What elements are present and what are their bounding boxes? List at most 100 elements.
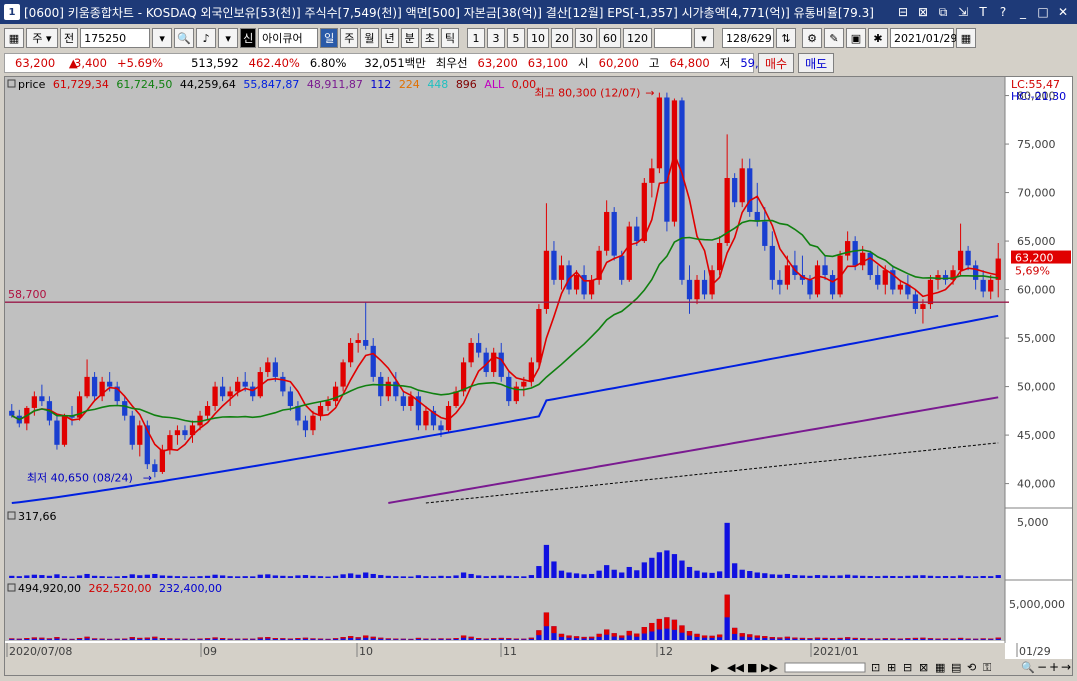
candle-body <box>867 252 873 276</box>
chart-area[interactable]: 80,000 75,000 70,000 65,000 60,000 55,000 50,0… <box>4 76 1073 676</box>
arrow-right-icon[interactable]: → <box>1061 660 1071 674</box>
y-axis-panel <box>1005 77 1072 643</box>
interval-1[interactable]: 1 <box>467 28 485 48</box>
up-arrow-icon: ▲ <box>68 56 78 70</box>
period-select[interactable]: 주 ▾ <box>26 28 58 48</box>
interval-10[interactable]: 10 <box>527 28 549 48</box>
x-axis-label: 09 <box>203 645 217 658</box>
zoom-out-icon[interactable]: 🔍 <box>1021 660 1035 674</box>
copy-window-icon[interactable]: ⧉ <box>938 4 948 19</box>
ma-short-line <box>11 151 999 453</box>
amount-bar-red <box>829 638 836 640</box>
candle-body <box>837 255 843 295</box>
interval-20[interactable]: 20 <box>551 28 573 48</box>
interval-dropdown-icon[interactable]: ▾ <box>694 28 714 48</box>
candle-body <box>649 168 655 183</box>
scroll-last-icon[interactable]: ▶▶ <box>761 661 778 674</box>
stock-code-input[interactable]: 175250 <box>80 28 151 48</box>
calendar-icon[interactable]: ▦ <box>956 28 976 48</box>
amount-bar-red <box>325 638 331 640</box>
tab-second[interactable]: 초 <box>420 28 439 48</box>
tab-tick[interactable]: 틱 <box>440 28 459 48</box>
amount-bar-red <box>807 638 813 640</box>
y-tick-label: 40,000 <box>1017 478 1056 491</box>
grid-view-icon[interactable]: ▦ <box>935 661 945 674</box>
maximize-button[interactable]: □ <box>1037 5 1049 19</box>
interval-60[interactable]: 60 <box>599 28 621 48</box>
stop-icon[interactable]: ■ <box>747 661 757 674</box>
candle-body <box>739 168 745 203</box>
tab-month[interactable]: 월 <box>360 28 379 48</box>
candle-body <box>521 381 527 387</box>
tab-day[interactable]: 일 <box>320 28 339 48</box>
layout-icon[interactable]: ⊟ <box>897 5 909 19</box>
prev-button[interactable]: 전 <box>60 28 79 48</box>
candle-body <box>280 376 286 392</box>
zoom-region-icon[interactable]: ⊡ <box>871 661 880 674</box>
close-button[interactable]: ✕ <box>1057 5 1069 19</box>
help-icon[interactable]: ? <box>999 5 1007 19</box>
scroll-track[interactable] <box>784 662 866 673</box>
tab-week[interactable]: 주 <box>340 28 359 48</box>
amount-bar-red <box>724 594 730 618</box>
stock-chart[interactable]: 80,000 75,000 70,000 65,000 60,000 55,000 50,0… <box>5 77 1072 675</box>
candle-body <box>558 265 565 280</box>
scroll-icon[interactable]: ⇅ <box>776 28 796 48</box>
split-icon[interactable]: ⊠ <box>917 5 929 19</box>
zoom-fit-icon[interactable]: ⊞ <box>887 661 896 674</box>
code-dropdown-icon[interactable]: ▾ <box>152 28 173 48</box>
current-price: 63,200 ▲ <box>5 56 78 70</box>
zoom-icon[interactable]: ⊠ <box>919 661 928 674</box>
volume-bar <box>122 575 128 578</box>
amount-bar-red <box>46 638 53 640</box>
text-icon[interactable]: T <box>979 5 987 19</box>
sound-dropdown-icon[interactable]: ▾ <box>218 28 239 48</box>
volume-bar <box>739 569 745 578</box>
price-change: 3,400 <box>74 56 107 70</box>
lock-icon[interactable]: ⚿ <box>983 661 991 674</box>
buy-button[interactable]: 매수 <box>758 53 795 73</box>
open-price: 60,200 <box>598 56 639 70</box>
amount-bar-red <box>16 638 22 640</box>
settings-icon[interactable]: ✱ <box>868 28 888 48</box>
candle-body <box>905 284 911 295</box>
scroll-right-icon[interactable]: ▶ <box>711 661 720 674</box>
candle-body <box>332 386 339 402</box>
sound-icon[interactable]: ♪ <box>196 28 217 48</box>
interval-5[interactable]: 5 <box>507 28 525 48</box>
list-view-icon[interactable]: ▤ <box>951 661 961 674</box>
candle-body <box>84 376 90 397</box>
current-pct-tag: 5,69% <box>1015 265 1050 278</box>
scroll-controls: ▶ ◀◀ ■ ▶▶ ⊡ ⊞ ⊟ ⊠ ▦ ▤ ⟲ ⚿ 🔍 − + → <box>711 660 1071 674</box>
candle-body <box>114 386 120 402</box>
interval-30[interactable]: 30 <box>575 28 597 48</box>
volume-bar <box>61 576 68 578</box>
date-input[interactable]: 2021/01/29 <box>890 28 957 48</box>
candle-body <box>9 410 15 416</box>
indicator-icon[interactable]: ⚙ <box>802 28 822 48</box>
draw-icon[interactable]: ✎ <box>824 28 844 48</box>
custom-interval-input[interactable] <box>654 28 692 48</box>
best-sell: 63,200 <box>477 56 518 70</box>
sell-button[interactable]: 매도 <box>798 53 835 73</box>
minus-icon[interactable]: − <box>1037 660 1047 674</box>
zoom-select-icon[interactable]: ⊟ <box>903 661 912 674</box>
link-icon[interactable]: ⇲ <box>957 5 969 19</box>
minimize-button[interactable]: _ <box>1020 5 1026 19</box>
current-price-tag <box>1011 250 1071 264</box>
save-icon[interactable]: ▣ <box>846 28 866 48</box>
volume-bar <box>460 572 467 578</box>
tab-minute[interactable]: 분 <box>400 28 419 48</box>
amount-bar-red <box>558 633 565 637</box>
plus-icon[interactable]: + <box>1049 660 1059 674</box>
reset-icon[interactable]: ⟲ <box>967 661 976 674</box>
candle-body <box>453 391 459 406</box>
search-icon[interactable]: 🔍 <box>174 28 195 48</box>
grid-icon[interactable]: ▦ <box>4 28 24 48</box>
scroll-first-icon[interactable]: ◀◀ <box>727 661 744 674</box>
tab-year[interactable]: 년 <box>380 28 399 48</box>
volume-bar <box>837 575 843 578</box>
interval-120[interactable]: 120 <box>623 28 652 48</box>
volume-bar <box>942 575 949 578</box>
interval-3[interactable]: 3 <box>487 28 505 48</box>
